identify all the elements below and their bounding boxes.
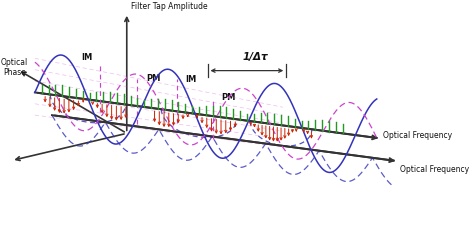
- Text: PM: PM: [146, 74, 160, 83]
- Text: PM: PM: [221, 93, 236, 102]
- Text: Optical
Phase: Optical Phase: [0, 58, 28, 77]
- Text: IM: IM: [185, 75, 197, 84]
- Text: IM: IM: [82, 53, 92, 62]
- Text: Filter Tap Amplitude: Filter Tap Amplitude: [131, 2, 208, 11]
- Text: Optical Frequency: Optical Frequency: [383, 131, 452, 140]
- Text: 1/Δτ: 1/Δτ: [243, 51, 268, 62]
- Text: Optical Frequency: Optical Frequency: [400, 165, 469, 174]
